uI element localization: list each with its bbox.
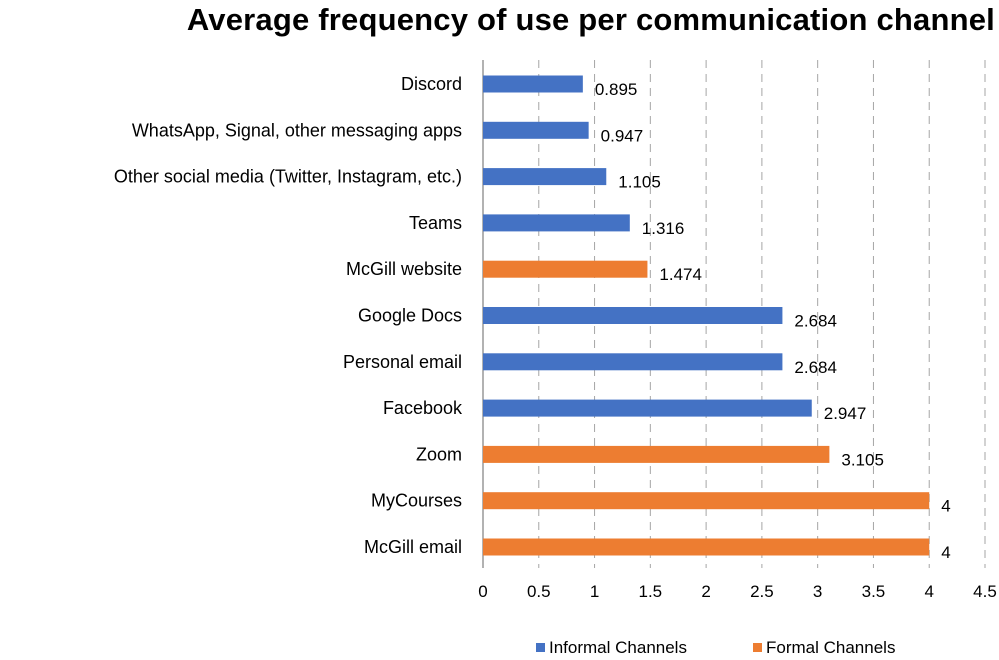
category-label: Other social media (Twitter, Instagram, … — [114, 167, 462, 187]
category-label: Facebook — [383, 398, 463, 418]
legend-swatch-informal — [536, 643, 545, 652]
bar — [483, 445, 830, 463]
bar — [483, 492, 930, 510]
value-label: 2.684 — [794, 358, 837, 377]
value-label: 4 — [941, 543, 950, 562]
category-label: MyCourses — [371, 491, 462, 511]
value-label: 1.316 — [642, 219, 685, 238]
x-tick-label: 2.5 — [750, 582, 774, 601]
bar — [483, 307, 783, 324]
bar — [483, 538, 930, 556]
bar — [483, 168, 607, 186]
category-label: McGill website — [346, 259, 462, 279]
value-label: 0.895 — [595, 80, 638, 99]
bar — [483, 399, 812, 417]
value-label: 2.684 — [794, 312, 837, 331]
category-label: Zoom — [416, 444, 462, 464]
legend-item-informal: Informal Channels — [536, 638, 687, 658]
value-label: 3.105 — [841, 450, 884, 469]
value-label: 1.474 — [659, 265, 702, 284]
x-tick-label: 3.5 — [862, 582, 886, 601]
bar — [483, 214, 630, 232]
legend-label-formal: Formal Channels — [766, 638, 896, 657]
value-label: 1.105 — [618, 173, 661, 192]
value-label: 2.947 — [824, 404, 867, 423]
bar — [483, 353, 783, 371]
category-label: WhatsApp, Signal, other messaging apps — [132, 120, 462, 140]
legend-item-formal: Formal Channels — [753, 638, 895, 658]
x-tick-label: 2 — [701, 582, 710, 601]
value-label: 4 — [941, 497, 950, 516]
chart-title: Average frequency of use per communicati… — [186, 2, 995, 37]
category-label: Personal email — [343, 352, 462, 372]
x-tick-label: 3 — [813, 582, 822, 601]
category-label: Teams — [409, 213, 462, 233]
bar — [483, 75, 583, 93]
x-tick-label: 0 — [478, 582, 487, 601]
bars — [483, 75, 930, 556]
legend-swatch-formal — [753, 643, 762, 652]
x-tick-label: 4 — [924, 582, 933, 601]
x-tick-label: 0.5 — [527, 582, 551, 601]
x-tick-label: 1 — [590, 582, 599, 601]
value-label: 0.947 — [601, 126, 644, 145]
legend-label-informal: Informal Channels — [549, 638, 687, 657]
bar — [483, 260, 648, 278]
x-tick-label: 4.5 — [973, 582, 997, 601]
x-tick-label: 1.5 — [639, 582, 663, 601]
category-label: Discord — [401, 74, 462, 94]
labels: 0 0.5 1 1.5 2 2.5 3 3.5 4 4.5 Discord 0.895 WhatsApp… — [114, 74, 997, 601]
bar — [483, 121, 589, 139]
category-label: McGill email — [364, 537, 462, 557]
category-label: Google Docs — [358, 306, 462, 326]
